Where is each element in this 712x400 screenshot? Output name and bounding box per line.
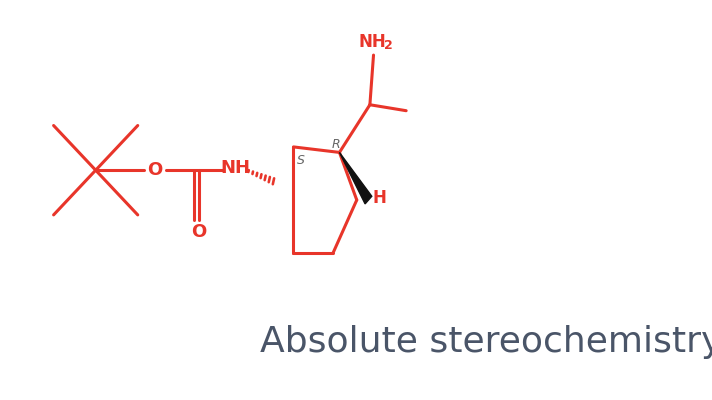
- Text: 2: 2: [384, 39, 392, 52]
- Text: O: O: [191, 223, 206, 241]
- Text: NH: NH: [359, 33, 387, 51]
- Polygon shape: [340, 152, 372, 204]
- Text: NH: NH: [220, 159, 250, 177]
- Text: Absolute stereochemistry.: Absolute stereochemistry.: [260, 325, 712, 359]
- Text: S: S: [297, 154, 305, 167]
- Text: O: O: [147, 161, 163, 179]
- Text: H: H: [372, 189, 386, 207]
- Text: R: R: [332, 138, 340, 151]
